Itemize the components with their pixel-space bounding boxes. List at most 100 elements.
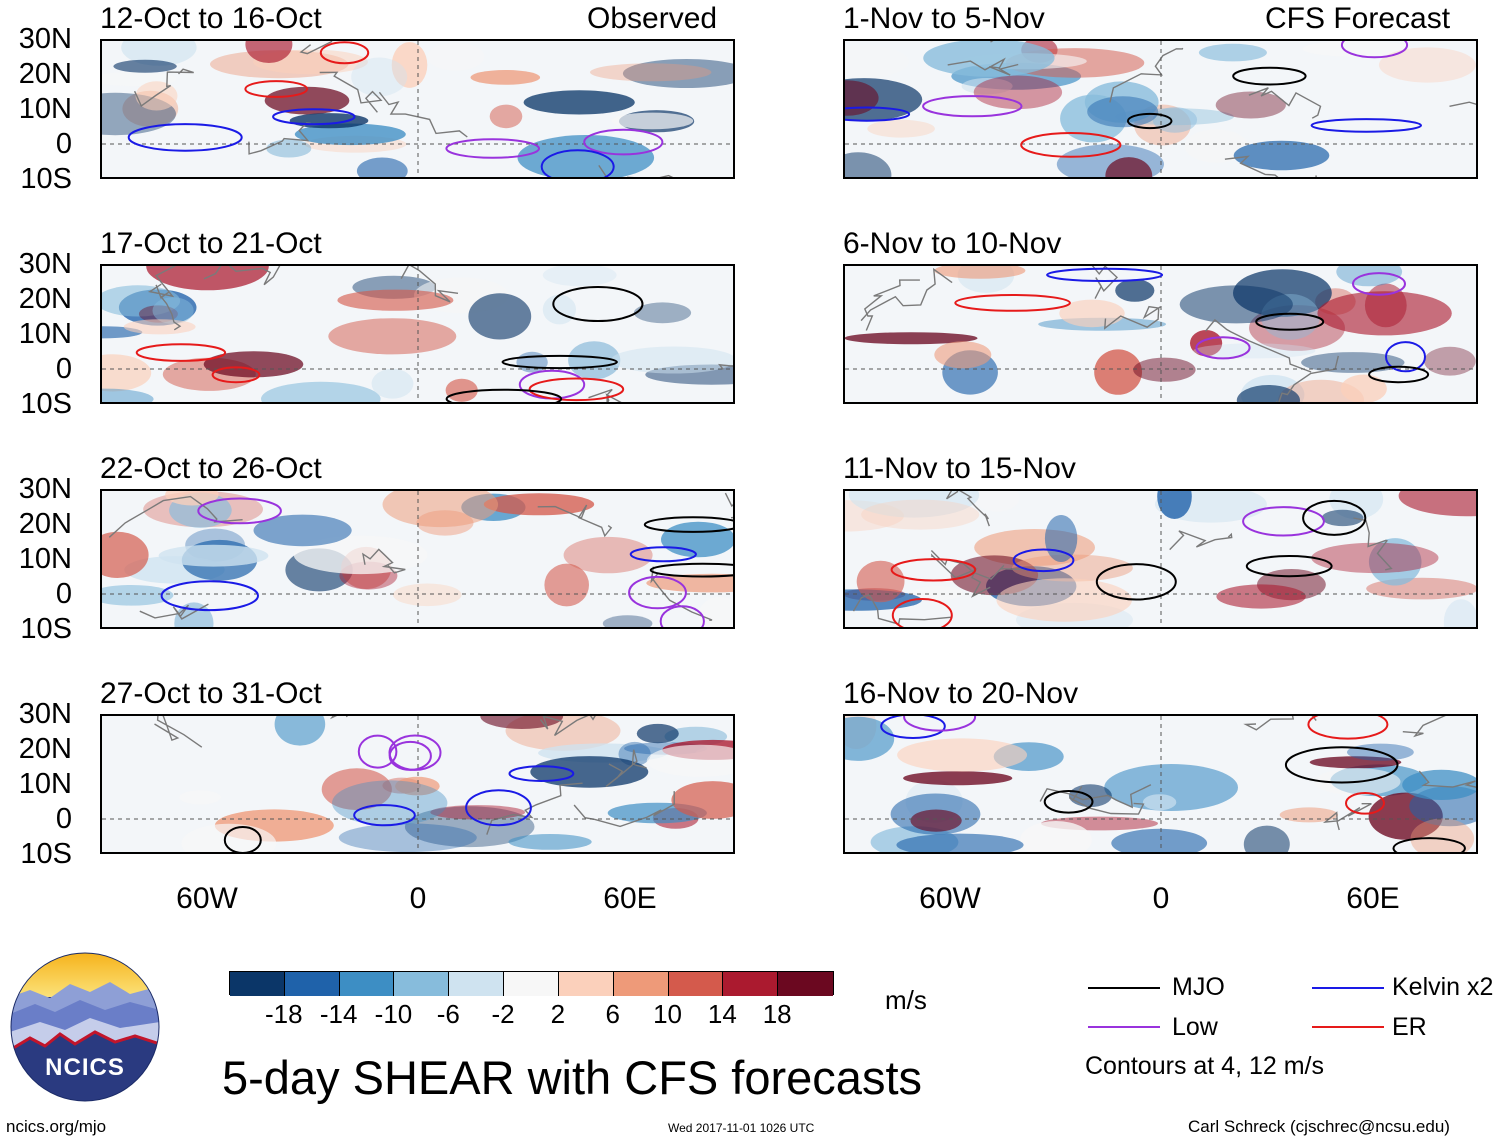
shear-anomaly-blob bbox=[934, 266, 1026, 279]
map-panel-left-3 bbox=[100, 489, 735, 629]
shear-anomaly-blob bbox=[1011, 554, 1133, 582]
shear-anomaly-blob bbox=[102, 585, 174, 606]
panel-title-left-1: 12-Oct to 16-Oct bbox=[100, 2, 322, 35]
shear-anomaly-blob bbox=[1215, 91, 1286, 119]
coastline bbox=[147, 266, 177, 298]
shear-anomaly-blob bbox=[1157, 491, 1192, 519]
shear-anomaly-blob bbox=[1302, 41, 1412, 57]
wave-contour bbox=[319, 41, 370, 65]
colorbar-box bbox=[778, 972, 833, 996]
lat-label-10s: 10S bbox=[20, 163, 72, 195]
wave-contour bbox=[197, 497, 282, 525]
legend-er-label: ER bbox=[1392, 1013, 1427, 1041]
colorbar-labels: -18 -14 -10 -6 -2 2 6 10 14 18 bbox=[229, 1001, 834, 1029]
wave-contour bbox=[629, 546, 697, 563]
shear-anomaly-blob bbox=[934, 341, 992, 369]
shear-anomaly-blob bbox=[1424, 346, 1476, 376]
wave-contour bbox=[353, 804, 416, 827]
coastline bbox=[362, 548, 406, 574]
shear-anomaly-blob bbox=[867, 119, 935, 138]
colorbar-tick-label: 18 bbox=[762, 999, 792, 1029]
colorbar-box bbox=[668, 972, 724, 996]
shear-anomaly-blob bbox=[1115, 279, 1155, 302]
shear-anomaly-blob bbox=[1398, 491, 1476, 517]
coastline bbox=[860, 267, 953, 322]
wave-contour bbox=[1385, 341, 1426, 373]
wave-contour bbox=[223, 826, 262, 852]
legend-mjo-line bbox=[1088, 987, 1160, 989]
wave-contour bbox=[1255, 312, 1325, 331]
shear-anomaly-blob bbox=[445, 378, 478, 402]
shear-anomaly-blob bbox=[427, 42, 485, 71]
wave-contour bbox=[1095, 563, 1177, 601]
shear-anomaly-blob bbox=[1402, 769, 1476, 800]
shear-anomaly-blob bbox=[245, 41, 293, 63]
shear-anomaly-blob bbox=[416, 510, 474, 536]
shear-anomaly-blob bbox=[517, 135, 655, 177]
panel-title-left-2: 17-Oct to 21-Oct bbox=[100, 227, 322, 260]
shear-anomaly-blob bbox=[1142, 794, 1177, 811]
shear-anomaly-blob bbox=[661, 521, 733, 558]
wave-contour bbox=[954, 294, 1071, 312]
shear-anomaly-blob bbox=[508, 834, 592, 850]
coastline bbox=[605, 749, 647, 788]
shear-anomaly-blob bbox=[113, 59, 177, 73]
shear-anomaly-blob bbox=[1233, 140, 1330, 171]
wave-contour bbox=[465, 789, 532, 827]
legend-note: Contours at 4, 12 m/s bbox=[1085, 1052, 1325, 1080]
colorbar-box bbox=[230, 972, 285, 996]
coastline bbox=[588, 388, 622, 402]
shear-anomaly-blob bbox=[138, 305, 178, 323]
coastline bbox=[1248, 87, 1322, 119]
wave-contour bbox=[1352, 272, 1406, 296]
wave-contour bbox=[891, 598, 953, 627]
lat-label-0: 0 bbox=[55, 353, 72, 385]
shear-anomaly-blob bbox=[698, 596, 733, 627]
wave-contour bbox=[244, 80, 308, 98]
footer-author: Carl Schreck (cjschrec@ncsu.edu) bbox=[1188, 1117, 1450, 1136]
coastline bbox=[155, 284, 182, 331]
lon-label-0-right: 0 bbox=[1152, 882, 1170, 915]
wave-contour bbox=[890, 558, 977, 582]
coastline bbox=[1069, 786, 1145, 815]
coastline bbox=[539, 716, 596, 736]
lat-label-10n: 10N bbox=[18, 768, 72, 800]
colorbar-tick-label: 14 bbox=[707, 999, 737, 1029]
shear-anomaly-blob bbox=[1190, 330, 1223, 357]
colorbar-tick-label: 10 bbox=[653, 999, 682, 1029]
colorbar-box bbox=[558, 972, 614, 996]
panel-title-left-3: 22-Oct to 26-Oct bbox=[100, 452, 322, 485]
lat-label-30n: 30N bbox=[18, 473, 72, 505]
wave-contour bbox=[1012, 548, 1075, 573]
shear-anomaly-blob bbox=[611, 346, 733, 374]
wave-contour bbox=[643, 516, 733, 533]
lat-label-30n: 30N bbox=[18, 698, 72, 730]
wave-contour bbox=[903, 716, 977, 732]
wave-contour bbox=[1310, 118, 1422, 133]
shear-anomaly-blob bbox=[896, 833, 1024, 852]
shear-anomaly-blob bbox=[1115, 108, 1234, 126]
shear-anomaly-blob bbox=[961, 78, 1013, 95]
panel-title-right-4: 16-Nov to 20-Nov bbox=[843, 677, 1079, 710]
shear-anomaly-blob bbox=[1311, 542, 1439, 574]
footer-url[interactable]: ncics.org/mjo bbox=[6, 1117, 107, 1136]
shear-anomaly-blob bbox=[337, 289, 454, 311]
colorbar-box bbox=[449, 972, 505, 996]
wave-contour bbox=[659, 605, 705, 627]
shear-anomaly-blob bbox=[1198, 43, 1267, 62]
observed-header: Observed bbox=[587, 2, 718, 35]
wave-contour bbox=[1020, 132, 1122, 158]
shear-anomaly-blob bbox=[264, 86, 350, 115]
wave-contour bbox=[445, 138, 541, 159]
lon-label-60e-right: 60E bbox=[1346, 882, 1400, 915]
shear-anomaly-blob bbox=[158, 544, 269, 567]
shear-anomaly-blob bbox=[1410, 818, 1475, 852]
shear-anomaly-blob bbox=[910, 809, 962, 832]
shear-anomaly-blob bbox=[1368, 538, 1422, 586]
panel-title-right-2: 6-Nov to 10-Nov bbox=[843, 227, 1062, 260]
wave-contour bbox=[1345, 792, 1385, 815]
colorbar-tick-label: -6 bbox=[436, 999, 460, 1029]
shear-anomaly-blob bbox=[489, 104, 523, 129]
shear-anomaly-blob bbox=[542, 266, 617, 287]
wave-contour bbox=[1284, 746, 1399, 784]
